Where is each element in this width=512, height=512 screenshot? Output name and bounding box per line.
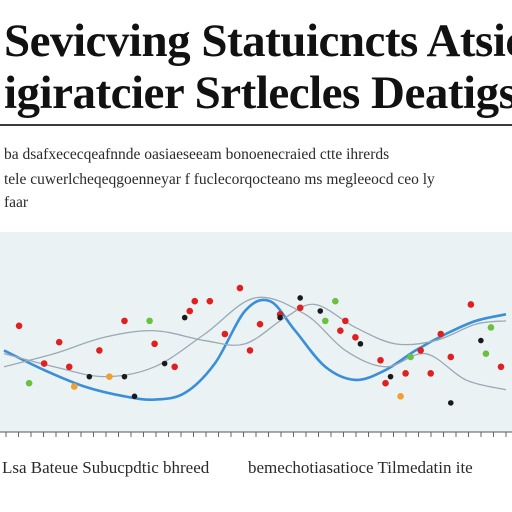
data-point-green — [25, 379, 33, 387]
data-point-red — [382, 379, 389, 387]
grey-trend-curve-1 — [3, 303, 507, 368]
data-point-green — [407, 353, 414, 361]
caption-left: Lsa Bateue Subucpdtic bhreed — [2, 458, 210, 477]
data-point-dark — [161, 360, 168, 367]
data-point-dark — [357, 341, 364, 347]
data-point-dark — [121, 373, 128, 380]
data-point-red — [171, 363, 178, 371]
data-point-red — [96, 347, 103, 354]
data-point-red — [191, 297, 199, 305]
data-point-red — [402, 370, 409, 377]
data-point-red — [497, 363, 505, 371]
title-line-2: igiratcier Srtlecles Deatigs — [4, 67, 512, 119]
data-point-red — [206, 297, 214, 305]
data-point-dark — [86, 373, 93, 380]
data-point-dark — [447, 400, 454, 406]
data-point-red — [377, 356, 384, 364]
data-point-dark — [277, 314, 283, 321]
scatter-chart — [0, 232, 512, 437]
blue-trend-curve — [3, 298, 507, 402]
divider-rule — [0, 124, 512, 126]
baseline-ticks — [5, 432, 507, 437]
data-point-orange — [70, 383, 78, 390]
data-point-green — [482, 350, 490, 357]
data-point-red — [467, 301, 475, 308]
data-point-red — [437, 330, 445, 338]
data-point-green — [332, 297, 339, 305]
data-point-green — [146, 317, 153, 325]
data-point-dark — [478, 337, 484, 344]
data-point-dark — [387, 373, 394, 380]
curve-layer — [3, 296, 507, 402]
data-point-red — [296, 304, 304, 312]
data-point-red — [417, 347, 424, 354]
data-point-green — [321, 317, 329, 325]
data-point-dark — [181, 314, 188, 321]
data-point-red — [40, 360, 48, 367]
title-line-1: Sevicving Statuicncts Atsic — [4, 15, 512, 67]
caption-right: bemechotiasatioce Tilmedatin ite — [248, 458, 473, 477]
data-point-red — [246, 347, 254, 354]
data-point-red — [337, 327, 344, 335]
data-point-red — [236, 284, 244, 292]
data-point-orange — [397, 393, 404, 400]
body-text-line-3: faar — [4, 194, 29, 211]
data-point-red — [427, 370, 435, 377]
point-layer — [15, 284, 505, 406]
data-point-red — [121, 317, 128, 325]
data-point-red — [352, 333, 359, 341]
data-point-red — [186, 307, 194, 315]
body-text-line-2: tele cuwerlcheqeqgoenneyar f fuclecorqoc… — [4, 171, 435, 188]
data-point-red — [256, 320, 264, 328]
chart-background — [0, 232, 512, 432]
data-point-red — [221, 330, 229, 338]
data-point-red — [342, 317, 349, 325]
data-point-green — [487, 324, 495, 331]
data-point-red — [65, 363, 73, 371]
data-point-dark — [131, 393, 138, 400]
data-point-dark — [317, 308, 324, 314]
data-point-orange — [106, 373, 113, 380]
data-point-red — [447, 353, 455, 361]
body-text-line-1: ba dsafxececqeafnnde oasiaeseeam bonoene… — [4, 146, 390, 163]
data-point-red — [151, 340, 158, 348]
data-point-dark — [297, 295, 303, 301]
data-point-red — [15, 322, 23, 330]
data-point-red — [55, 338, 63, 346]
grey-trend-curve-2 — [3, 296, 507, 391]
